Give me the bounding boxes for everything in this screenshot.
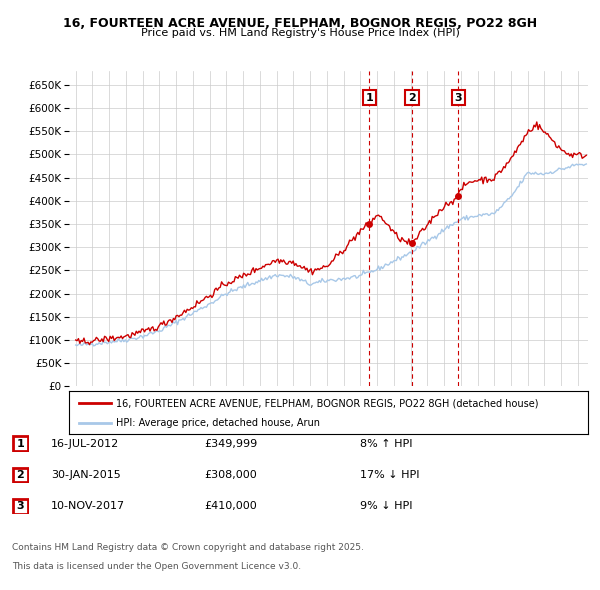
Text: 9% ↓ HPI: 9% ↓ HPI	[360, 502, 413, 511]
Text: £308,000: £308,000	[204, 470, 257, 480]
Text: 2: 2	[408, 93, 416, 103]
Text: This data is licensed under the Open Government Licence v3.0.: This data is licensed under the Open Gov…	[12, 562, 301, 571]
Text: 1: 1	[17, 439, 24, 448]
Text: 30-JAN-2015: 30-JAN-2015	[51, 470, 121, 480]
Text: £349,999: £349,999	[204, 439, 257, 448]
Text: 8% ↑ HPI: 8% ↑ HPI	[360, 439, 413, 448]
Text: Contains HM Land Registry data © Crown copyright and database right 2025.: Contains HM Land Registry data © Crown c…	[12, 543, 364, 552]
Text: 16, FOURTEEN ACRE AVENUE, FELPHAM, BOGNOR REGIS, PO22 8GH: 16, FOURTEEN ACRE AVENUE, FELPHAM, BOGNO…	[63, 17, 537, 30]
Text: 1: 1	[365, 93, 373, 103]
Text: 17% ↓ HPI: 17% ↓ HPI	[360, 470, 419, 480]
Text: HPI: Average price, detached house, Arun: HPI: Average price, detached house, Arun	[116, 418, 320, 428]
Text: 16, FOURTEEN ACRE AVENUE, FELPHAM, BOGNOR REGIS, PO22 8GH (detached house): 16, FOURTEEN ACRE AVENUE, FELPHAM, BOGNO…	[116, 398, 538, 408]
Text: 10-NOV-2017: 10-NOV-2017	[51, 502, 125, 511]
Text: 3: 3	[455, 93, 462, 103]
Text: 2: 2	[17, 470, 24, 480]
Text: £410,000: £410,000	[204, 502, 257, 511]
Text: Price paid vs. HM Land Registry's House Price Index (HPI): Price paid vs. HM Land Registry's House …	[140, 28, 460, 38]
Text: 3: 3	[17, 502, 24, 511]
Text: 16-JUL-2012: 16-JUL-2012	[51, 439, 119, 448]
